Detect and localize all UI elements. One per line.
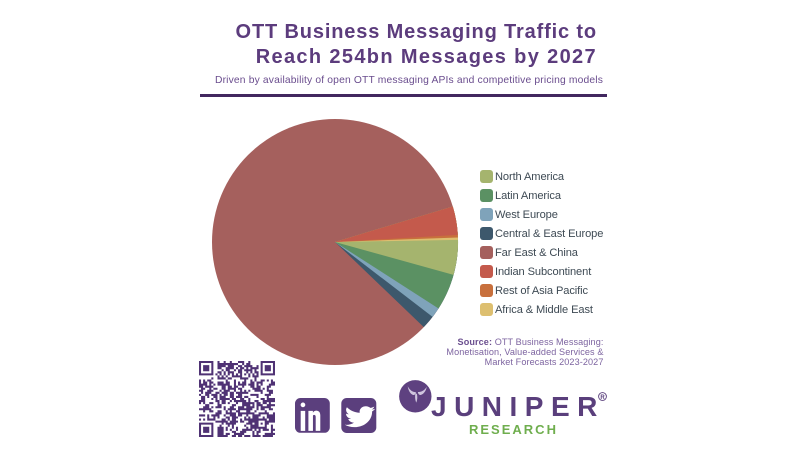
svg-text:R: R <box>600 394 605 400</box>
